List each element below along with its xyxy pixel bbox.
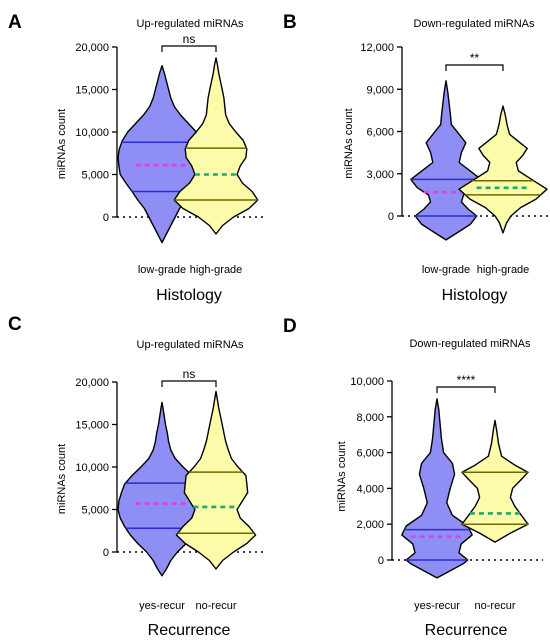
y-axis-title: miRNAs count <box>56 109 68 179</box>
panel-title: Up-regulated miRNAs <box>137 18 244 30</box>
significance-bracket <box>161 380 217 387</box>
x-axis-title: Histology <box>156 287 222 304</box>
panel-C: C Up-regulated miRNAs 0 5,000 10,000 15,000 20… <box>8 314 264 639</box>
significance-bracket <box>161 45 217 52</box>
violin-body <box>410 80 482 241</box>
y-tick-label: 10,000 <box>350 376 384 388</box>
panel-B: B Down-regulated miRNAs 0 3,000 6,000 9,000 12… <box>283 12 550 304</box>
x-tick-label: yes-recur <box>414 600 460 612</box>
x-axis-title: Recurrence <box>148 622 231 639</box>
y-tick-label: 12,000 <box>360 42 394 54</box>
x-tick-label: yes-recur <box>139 600 185 612</box>
panel-letter: B <box>283 12 297 33</box>
x-tick-label: high-grade <box>477 264 530 276</box>
y-tick-label: 5,000 <box>81 170 109 182</box>
significance-label: **** <box>457 373 476 387</box>
y-axis-title: miRNAs count <box>343 108 355 178</box>
y-tick-label: 5,000 <box>81 505 109 517</box>
y-tick-label: 10,000 <box>75 462 109 474</box>
y-axis-title: miRNAs count <box>56 444 68 514</box>
x-tick-label: low-grade <box>138 264 186 276</box>
violin-body <box>461 419 529 543</box>
violin-body <box>458 105 548 234</box>
panel-letter: D <box>283 316 297 337</box>
y-tick-label: 15,000 <box>75 85 109 97</box>
x-axis-title: Recurrence <box>425 622 508 639</box>
panel-A: A Up-regulated miRNAs 0 5,000 10,000 15,000 20… <box>8 12 264 304</box>
x-tick-label: low-grade <box>422 264 470 276</box>
y-tick-label: 15,000 <box>75 420 109 432</box>
panel-D: D Down-regulated miRNAs 0 2,000 4,000 6,000 8,… <box>283 316 543 639</box>
y-tick-label: 3,000 <box>366 169 394 181</box>
y-tick-label: 6,000 <box>366 127 394 139</box>
significance-label: ns <box>183 32 196 46</box>
x-axis-title: Histology <box>442 287 508 304</box>
y-tick-label: 2,000 <box>356 519 384 531</box>
y-tick-label: 0 <box>388 211 394 223</box>
panel-title: Up-regulated miRNAs <box>137 339 244 351</box>
panel-letter: C <box>8 314 22 335</box>
y-tick-label: 6,000 <box>356 448 384 460</box>
violin-body <box>173 57 259 235</box>
x-tick-label: no-recur <box>475 600 516 612</box>
y-tick-label: 0 <box>103 547 109 559</box>
panel-title: Down-regulated miRNAs <box>413 18 535 30</box>
y-tick-label: 8,000 <box>356 412 384 424</box>
y-tick-label: 4,000 <box>356 483 384 495</box>
violin-yes-recur <box>401 398 473 579</box>
y-tick-label: 0 <box>103 212 109 224</box>
violin-high-grade <box>173 57 259 235</box>
y-tick-label: 20,000 <box>75 42 109 54</box>
significance-bracket <box>445 64 504 71</box>
significance-label: ns <box>183 367 196 381</box>
y-tick-label: 0 <box>378 555 384 567</box>
violin-no-recur <box>175 390 257 570</box>
significance-bracket <box>436 386 496 393</box>
violin-no-recur <box>461 419 529 543</box>
y-tick-label: 20,000 <box>75 377 109 389</box>
violin-low-grade <box>410 80 482 241</box>
y-axis-title: miRNAs count <box>336 441 348 511</box>
y-tick-label: 10,000 <box>75 127 109 139</box>
violin-body <box>401 398 473 579</box>
x-tick-label: no-recur <box>196 600 237 612</box>
x-tick-label: high-grade <box>190 264 243 276</box>
violin-body <box>175 390 257 570</box>
y-tick-label: 9,000 <box>366 84 394 96</box>
violin-high-grade <box>458 105 548 234</box>
panel-letter: A <box>8 12 22 33</box>
panel-title: Down-regulated miRNAs <box>409 338 531 350</box>
significance-label: ** <box>470 51 480 65</box>
